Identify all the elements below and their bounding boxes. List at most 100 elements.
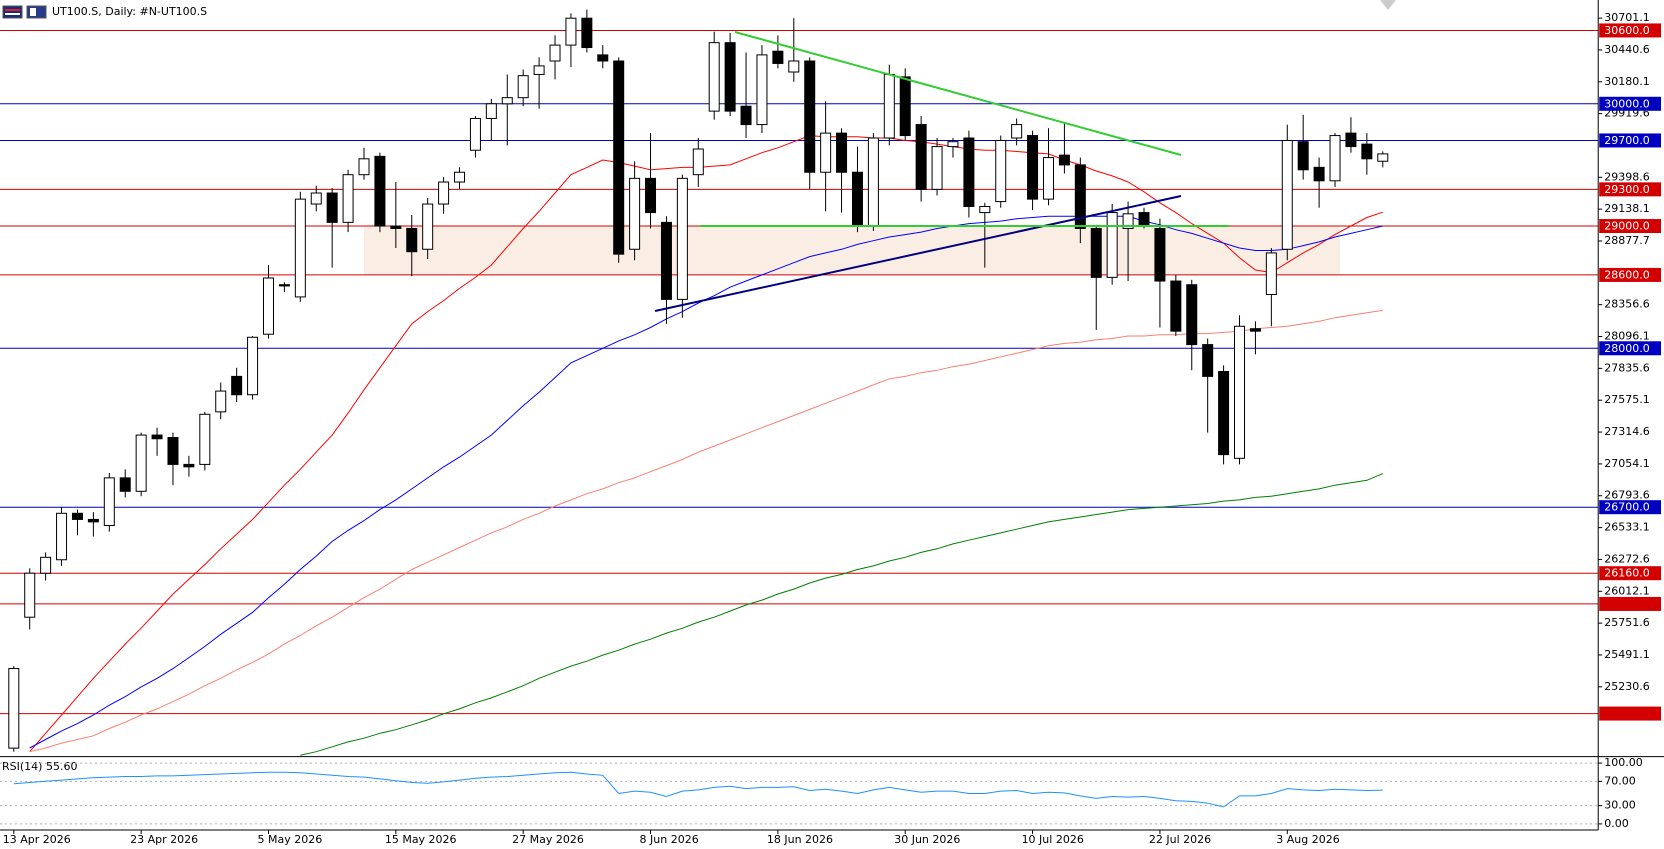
candle-body — [1377, 153, 1389, 162]
candle-body — [597, 54, 609, 62]
candle-body — [963, 137, 975, 207]
candle-body — [1027, 135, 1039, 200]
candle-body — [310, 192, 322, 205]
candle-body — [103, 477, 115, 527]
level-label: 30600.0 — [1604, 24, 1650, 37]
x-tick-label: 8 Jun 2026 — [640, 833, 699, 846]
candle-body — [1313, 166, 1325, 182]
level-tag — [1599, 566, 1661, 581]
candle-body — [947, 141, 959, 148]
level-label: 29000.0 — [1604, 220, 1650, 233]
candle-body — [629, 177, 641, 250]
candle-body — [1249, 328, 1261, 332]
candle-body — [995, 139, 1007, 203]
candle-body — [660, 221, 672, 300]
candle-body — [883, 73, 895, 139]
y-tick-label: 30440.6 — [1604, 43, 1650, 56]
level-tag — [1599, 267, 1661, 282]
candle-body — [151, 434, 163, 440]
candle-body — [1074, 164, 1086, 229]
candle-body — [1202, 344, 1214, 377]
candle-body — [358, 158, 370, 176]
candle-body — [167, 437, 179, 465]
trend-line — [654, 195, 1182, 312]
rsi-line — [13, 771, 1383, 808]
rsi-title: RSI(14) 55.60 — [2, 760, 77, 773]
x-tick-label: 3 Aug 2026 — [1276, 833, 1339, 846]
y-tick-label: 29398.6 — [1604, 170, 1650, 183]
candle-body — [836, 132, 848, 173]
candle-body — [87, 518, 99, 523]
candle-body — [1265, 252, 1277, 295]
candle-body — [517, 75, 529, 99]
candle-body — [326, 192, 338, 223]
level-tag — [1599, 341, 1661, 356]
level-label: 29300.0 — [1604, 183, 1650, 196]
level-label: 30000.0 — [1604, 97, 1650, 110]
candle-body — [740, 105, 752, 126]
x-tick-label: 13 Apr 2026 — [3, 833, 71, 846]
level-label: 26700.0 — [1604, 501, 1650, 514]
candle-body — [454, 171, 466, 183]
y-tick-label: 30.00 — [1604, 799, 1636, 812]
candle-body — [772, 50, 784, 64]
header: UT100.S, Daily: #N-UT100.S — [2, 5, 207, 19]
moving-average — [29, 309, 1383, 753]
candle-body — [676, 177, 688, 300]
candle-body — [71, 512, 83, 520]
candle-body — [915, 124, 927, 190]
level-label: 26160.0 — [1604, 567, 1650, 580]
x-tick-label: 30 Jun 2026 — [894, 833, 960, 846]
level-label: 28000.0 — [1604, 342, 1650, 355]
candle-body — [565, 17, 577, 46]
y-tick-label: 27054.1 — [1604, 457, 1650, 470]
level-tag — [1599, 219, 1661, 234]
candle-body — [135, 434, 147, 492]
candle-body — [756, 54, 768, 126]
candle-body — [40, 556, 52, 574]
candle-body — [708, 42, 720, 112]
icon — [5, 13, 20, 15]
candle-body — [1361, 143, 1373, 160]
candle-body — [979, 205, 991, 214]
x-tick-label: 15 May 2026 — [385, 833, 457, 846]
candle-body — [1042, 157, 1054, 200]
y-tick-label: 25230.6 — [1604, 680, 1650, 693]
y-tick-label: 28096.1 — [1604, 330, 1650, 343]
candle-body — [438, 181, 450, 205]
icon — [30, 8, 36, 16]
y-tick-label: 26012.1 — [1604, 584, 1650, 597]
level-tag — [1599, 133, 1661, 148]
y-tick-label: 30701.1 — [1604, 11, 1650, 24]
candle-body — [199, 413, 211, 465]
y-tick-label: 26793.6 — [1604, 489, 1650, 502]
candle-body — [8, 668, 20, 749]
candle-body — [549, 44, 561, 62]
candle-body — [119, 477, 131, 492]
candle-body — [501, 97, 513, 105]
candle-body — [788, 60, 800, 73]
level-tag — [1599, 596, 1661, 611]
x-tick-label: 18 Jun 2026 — [767, 833, 833, 846]
candle-body — [1170, 280, 1182, 332]
level-tag — [1599, 500, 1661, 515]
icon — [2, 5, 23, 19]
candle-body — [1090, 227, 1102, 278]
y-tick-label: 27314.6 — [1604, 425, 1650, 438]
trend-line — [734, 31, 1182, 156]
icon — [26, 5, 47, 19]
candle-body — [374, 155, 386, 227]
drawings — [654, 31, 1229, 312]
y-tick-label: 29138.1 — [1604, 202, 1650, 215]
corner-marker — [1380, 0, 1396, 10]
x-tick-label: 5 May 2026 — [257, 833, 322, 846]
candle-body — [1234, 325, 1246, 459]
candle-body — [645, 177, 657, 214]
candle-body — [422, 203, 434, 250]
candle-body — [1281, 139, 1293, 250]
candle-body — [469, 117, 481, 151]
candle-body — [278, 284, 290, 287]
x-tick-label: 27 May 2026 — [512, 833, 584, 846]
